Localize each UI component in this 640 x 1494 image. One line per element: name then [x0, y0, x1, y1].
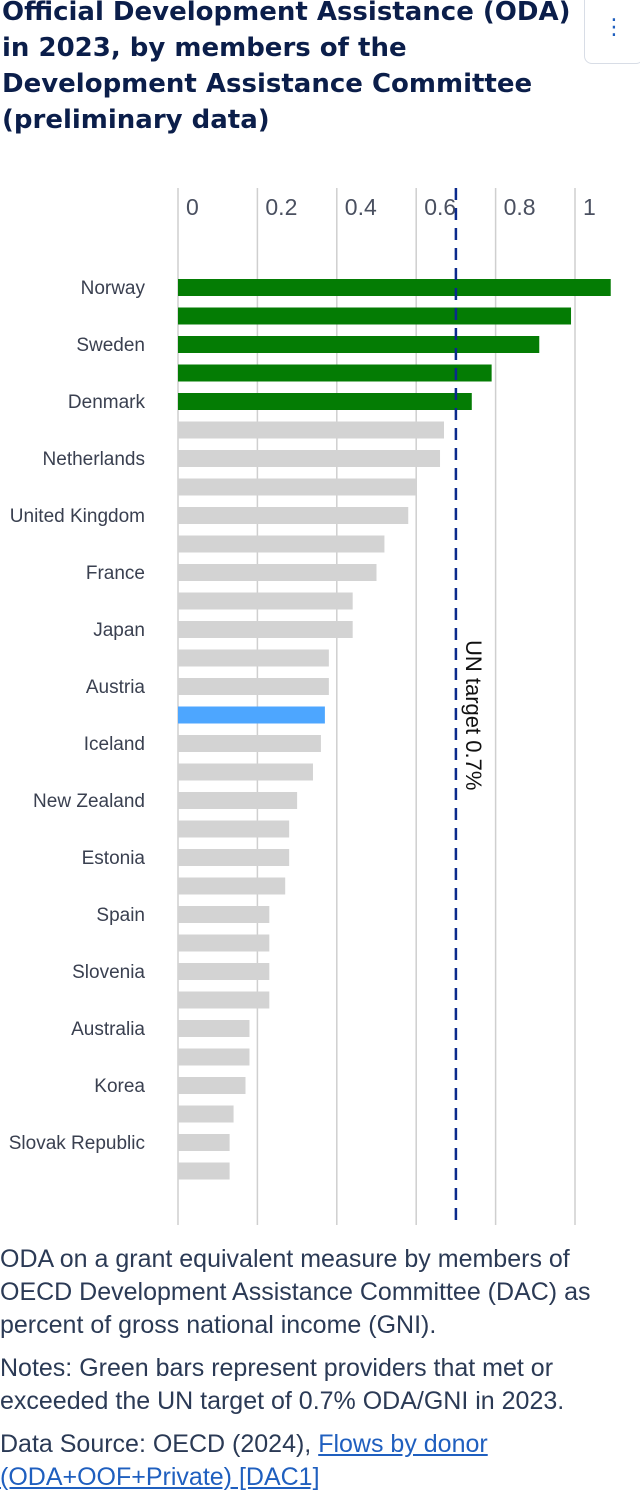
- bar: [178, 450, 441, 467]
- bar: [178, 735, 321, 752]
- category-label: Japan: [93, 620, 145, 641]
- bar: [178, 535, 385, 553]
- x-tick-label: 0.6: [424, 194, 456, 220]
- category-label: Slovak Republic: [9, 1133, 145, 1154]
- bar: [178, 1134, 230, 1151]
- bar: [178, 792, 298, 809]
- bar: [178, 906, 270, 923]
- source-link[interactable]: Flows by donor (ODA+OOF+Private) [DAC1]: [0, 1430, 488, 1491]
- bar: [178, 963, 270, 980]
- category-label: Netherlands: [43, 449, 145, 470]
- chart-notes: Notes: Green bars represent providers th…: [0, 1354, 565, 1415]
- category-label: Estonia: [82, 848, 146, 869]
- category-label: Australia: [71, 1019, 145, 1040]
- bar: [178, 763, 313, 781]
- bar: [178, 877, 286, 895]
- x-tick-label: 0.4: [345, 194, 377, 220]
- category-label: Denmark: [68, 392, 146, 413]
- bar: [178, 507, 409, 524]
- category-label: Slovenia: [72, 962, 145, 983]
- category-label: Iceland: [84, 734, 145, 755]
- category-label: United Kingdom: [10, 506, 145, 527]
- more-options-button[interactable]: ⋮: [584, 0, 640, 64]
- bar: [178, 478, 417, 496]
- category-label: Sweden: [76, 335, 145, 356]
- bar: [178, 1020, 250, 1037]
- source-prefix: Data Source: OECD (2024),: [0, 1430, 319, 1458]
- bar: [178, 820, 290, 838]
- bar: [178, 393, 472, 410]
- un-target-label: UN target 0.7%: [461, 640, 486, 790]
- x-tick-label: 0.2: [265, 194, 297, 220]
- bar: [178, 307, 572, 325]
- bar: [178, 706, 325, 724]
- category-label: Korea: [94, 1076, 145, 1097]
- category-label: France: [86, 563, 145, 584]
- category-label: Austria: [86, 677, 146, 698]
- bar: [178, 364, 492, 382]
- x-tick-label: 0: [186, 194, 199, 220]
- vertical-ellipsis-icon: ⋮: [603, 15, 625, 40]
- bar: [178, 991, 270, 1009]
- category-label: Norway: [81, 278, 146, 299]
- category-label: Spain: [96, 905, 145, 926]
- bar: [178, 564, 377, 581]
- bar: [178, 1048, 250, 1066]
- category-label: New Zealand: [33, 791, 145, 812]
- bar: [178, 421, 444, 439]
- bar: [178, 1077, 246, 1094]
- x-tick-label: 0.8: [504, 194, 536, 220]
- bar: [178, 678, 329, 695]
- bar: [178, 934, 270, 952]
- x-tick-label: 1: [583, 194, 596, 220]
- data-source: Data Source: OECD (2024), Flows by donor…: [0, 1428, 640, 1494]
- chart-title: Official Development Assistance (ODA) in…: [2, 0, 571, 135]
- bar-chart: 0 0.2 0.4 0.6 0.8 1 Norway Sweden Denmark Netherl…: [9, 188, 611, 1225]
- bar: [178, 592, 353, 610]
- bar: [178, 649, 329, 667]
- bar: [178, 279, 611, 296]
- chart-description: ODA on a grant equivalent measure by mem…: [0, 1245, 591, 1339]
- bar: [178, 336, 540, 353]
- bar: [178, 1105, 234, 1123]
- bar: [178, 1162, 230, 1180]
- bar: [178, 621, 353, 638]
- bar: [178, 849, 290, 866]
